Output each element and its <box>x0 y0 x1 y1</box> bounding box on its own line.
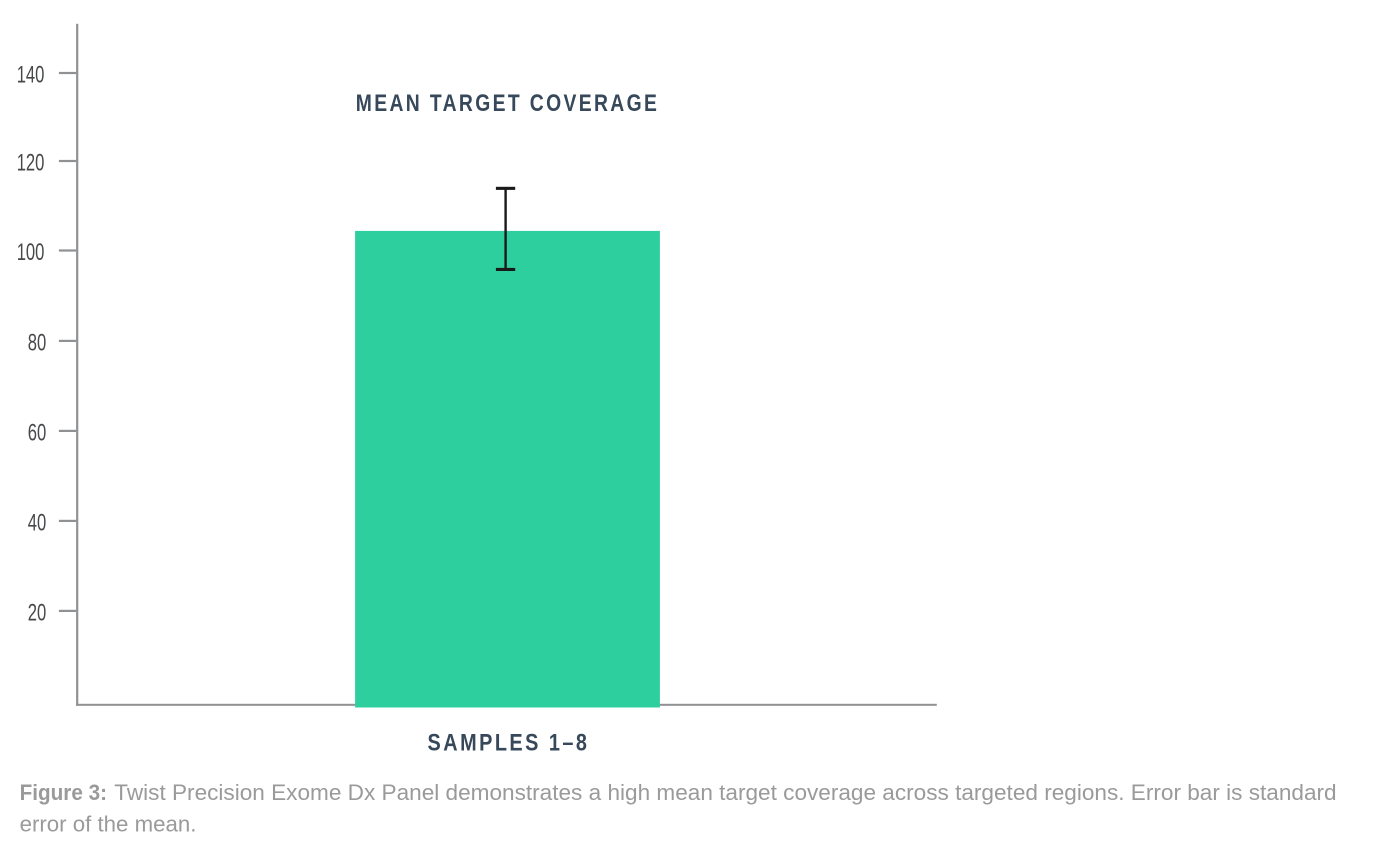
svg-text:100: 100 <box>17 239 45 266</box>
svg-text:120: 120 <box>17 150 45 177</box>
svg-text:Twist Precision Exome Dx Panel: Twist Precision Exome Dx Panel demonstra… <box>114 780 1336 805</box>
svg-text:60: 60 <box>28 420 47 447</box>
svg-text:40: 40 <box>28 510 47 537</box>
svg-text:20: 20 <box>28 600 47 627</box>
svg-text:80: 80 <box>28 330 47 357</box>
svg-text:SAMPLES 1–8: SAMPLES 1–8 <box>428 729 590 756</box>
svg-text:MEAN TARGET COVERAGE: MEAN TARGET COVERAGE <box>356 90 660 117</box>
svg-text:140: 140 <box>17 62 45 89</box>
svg-text:error of the mean.: error of the mean. <box>20 812 197 837</box>
svg-text:Figure 3:: Figure 3: <box>20 780 107 805</box>
